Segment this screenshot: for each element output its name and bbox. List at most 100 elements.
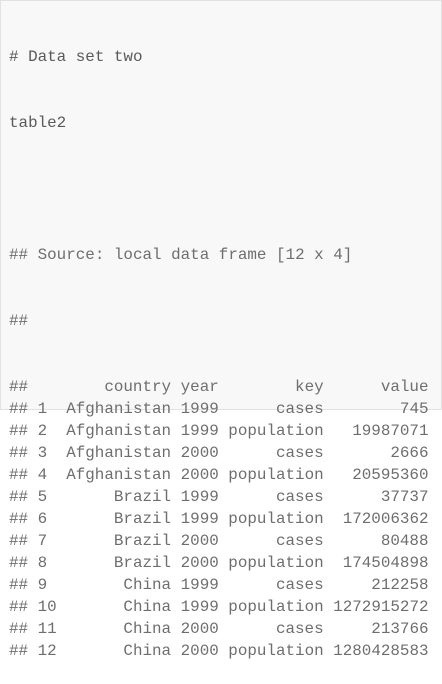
table-row: ## 5 Brazil 1999 cases 37737 bbox=[9, 486, 441, 508]
row-label: 4 bbox=[37, 466, 48, 484]
column-header: key bbox=[295, 378, 324, 396]
source-line: ## Source: local data frame [12 x 4] bbox=[9, 244, 441, 266]
column-header: value bbox=[380, 378, 429, 396]
table-row: ## 8 Brazil 2000 population 174504898 bbox=[9, 552, 441, 574]
output-prefix: ## bbox=[9, 510, 29, 528]
key-cell: population bbox=[228, 554, 324, 572]
row-label: 1 bbox=[37, 400, 48, 418]
table-row: ## 2 Afghanistan 1999 population 19987071 bbox=[9, 420, 441, 442]
empty-output-line: ## bbox=[9, 310, 441, 332]
column-header: country bbox=[104, 378, 172, 396]
key-cell: population bbox=[228, 642, 324, 660]
value-cell: 20595360 bbox=[352, 466, 429, 484]
key-cell: cases bbox=[275, 576, 324, 594]
year-cell: 1999 bbox=[180, 510, 219, 528]
year-cell: 2000 bbox=[180, 532, 219, 550]
column-header: year bbox=[180, 378, 219, 396]
table-row: ## 11 China 2000 cases 213766 bbox=[9, 618, 441, 640]
value-cell: 174504898 bbox=[342, 554, 429, 572]
value-cell: 213766 bbox=[371, 620, 429, 638]
row-label: 7 bbox=[37, 532, 48, 550]
country-cell: Brazil bbox=[113, 488, 172, 506]
value-cell: 19987071 bbox=[352, 422, 429, 440]
code-command: table2 bbox=[9, 114, 67, 132]
output-prefix: ## bbox=[9, 532, 29, 550]
country-cell: China bbox=[123, 576, 172, 594]
country-cell: Afghanistan bbox=[66, 466, 172, 484]
year-cell: 2000 bbox=[180, 620, 219, 638]
country-cell: China bbox=[123, 620, 172, 638]
output-prefix: ## bbox=[9, 488, 29, 506]
table-row: ## 9 China 1999 cases 212258 bbox=[9, 574, 441, 596]
table-row: ## 1 Afghanistan 1999 cases 745 bbox=[9, 398, 441, 420]
table-row: ## 3 Afghanistan 2000 cases 2666 bbox=[9, 442, 441, 464]
country-cell: China bbox=[123, 598, 172, 616]
output-prefix: ## bbox=[9, 620, 29, 638]
value-cell: 37737 bbox=[380, 488, 429, 506]
year-cell: 2000 bbox=[180, 444, 219, 462]
output-table: ## country year key value ## 1 Afghanistan 1999 c… bbox=[9, 376, 441, 662]
output-prefix: ## bbox=[9, 576, 29, 594]
output-prefix: ## bbox=[9, 422, 29, 440]
key-cell: population bbox=[228, 510, 324, 528]
code-comment: # Data set two bbox=[9, 48, 143, 66]
year-cell: 1999 bbox=[180, 422, 219, 440]
key-cell: cases bbox=[275, 532, 324, 550]
row-label: 5 bbox=[37, 488, 48, 506]
output-prefix: ## bbox=[9, 554, 29, 572]
output-prefix: ## bbox=[9, 312, 29, 330]
output-prefix: ## bbox=[9, 400, 29, 418]
value-cell: 745 bbox=[399, 400, 429, 418]
key-cell: population bbox=[228, 598, 324, 616]
table-row: ## 12 China 2000 population 1280428583 bbox=[9, 640, 441, 662]
console-panel: # Data set two table2 ## Source: local da… bbox=[0, 0, 442, 660]
key-cell: cases bbox=[275, 620, 324, 638]
table-header: ## country year key value bbox=[9, 376, 441, 398]
table-row: ## 6 Brazil 1999 population 172006362 bbox=[9, 508, 441, 530]
country-cell: Afghanistan bbox=[66, 422, 172, 440]
year-cell: 1999 bbox=[180, 488, 219, 506]
year-cell: 2000 bbox=[180, 466, 219, 484]
blank-line bbox=[9, 178, 441, 200]
country-cell: Brazil bbox=[113, 532, 172, 550]
country-cell: China bbox=[123, 642, 172, 660]
year-cell: 1999 bbox=[180, 400, 219, 418]
output-prefix: ## bbox=[9, 466, 29, 484]
output-prefix: ## bbox=[9, 642, 29, 660]
country-cell: Afghanistan bbox=[66, 444, 172, 462]
country-cell: Afghanistan bbox=[66, 400, 172, 418]
table-row: ## 4 Afghanistan 2000 population 20595360 bbox=[9, 464, 441, 486]
output-prefix: ## bbox=[9, 378, 29, 396]
year-cell: 2000 bbox=[180, 554, 219, 572]
source-text: Source: local data frame [12 x 4] bbox=[37, 246, 353, 264]
output-prefix: ## bbox=[9, 246, 29, 264]
key-cell: cases bbox=[275, 444, 324, 462]
row-label: 11 bbox=[37, 620, 57, 638]
value-cell: 1280428583 bbox=[333, 642, 429, 660]
row-label: 9 bbox=[37, 576, 48, 594]
row-label: 12 bbox=[37, 642, 57, 660]
value-cell: 172006362 bbox=[342, 510, 429, 528]
table-row: ## 7 Brazil 2000 cases 80488 bbox=[9, 530, 441, 552]
key-cell: cases bbox=[275, 488, 324, 506]
value-cell: 1272915272 bbox=[333, 598, 429, 616]
value-cell: 2666 bbox=[390, 444, 429, 462]
year-cell: 2000 bbox=[180, 642, 219, 660]
row-label: 6 bbox=[37, 510, 48, 528]
output-prefix: ## bbox=[9, 598, 29, 616]
key-cell: cases bbox=[275, 400, 324, 418]
row-label: 8 bbox=[37, 554, 48, 572]
key-cell: population bbox=[228, 466, 324, 484]
row-label: 3 bbox=[37, 444, 48, 462]
row-label: 10 bbox=[37, 598, 57, 616]
output-prefix: ## bbox=[9, 444, 29, 462]
key-cell: population bbox=[228, 422, 324, 440]
value-cell: 212258 bbox=[371, 576, 429, 594]
value-cell: 80488 bbox=[380, 532, 429, 550]
table-row: ## 10 China 1999 population 1272915272 bbox=[9, 596, 441, 618]
country-cell: Brazil bbox=[113, 554, 172, 572]
year-cell: 1999 bbox=[180, 598, 219, 616]
row-label: 2 bbox=[37, 422, 48, 440]
country-cell: Brazil bbox=[113, 510, 172, 528]
year-cell: 1999 bbox=[180, 576, 219, 594]
